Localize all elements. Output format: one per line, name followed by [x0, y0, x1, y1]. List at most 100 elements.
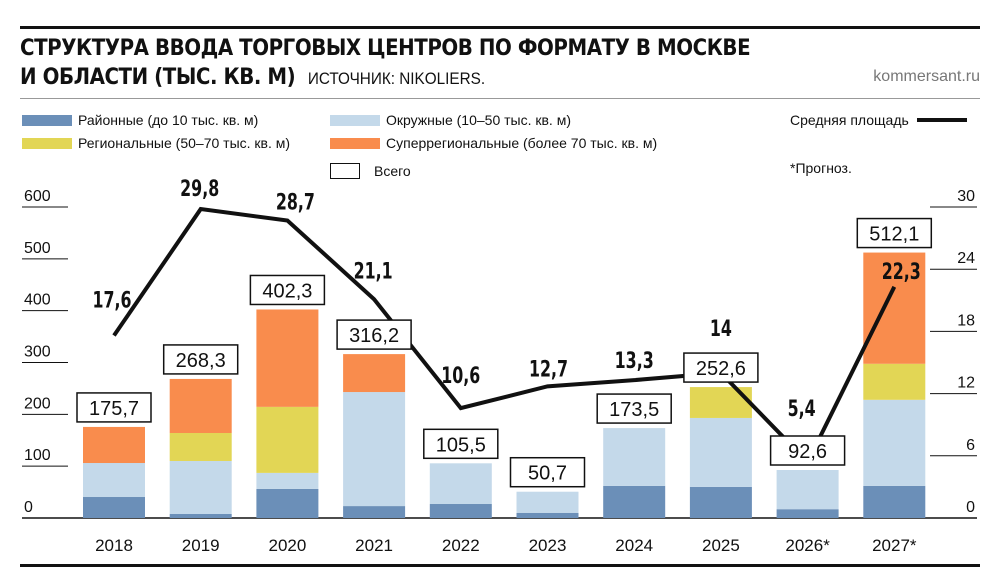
bar-segment	[776, 470, 839, 510]
avg-area-label: 21,1	[354, 258, 393, 284]
bar-segment	[689, 387, 752, 418]
bar-segment	[169, 432, 232, 461]
total-label: 268,3	[176, 350, 226, 372]
x-tick-label: 2020	[268, 536, 306, 555]
bar-segment	[863, 363, 926, 400]
title-line-2: И ОБЛАСТИ (ТЫС. КВ. М)	[20, 65, 296, 90]
bar-segment	[256, 472, 319, 489]
bar-segment	[603, 428, 666, 486]
legend-okr: Окружные (10–50 тыс. кв. м)	[330, 112, 571, 128]
bar-segment	[429, 504, 492, 518]
avg-area-label: 14	[710, 315, 732, 341]
x-tick-label: 2025	[702, 536, 740, 555]
bar-segment	[343, 392, 406, 507]
total-label: 105,5	[436, 434, 486, 456]
total-label-box	[509, 456, 586, 488]
bar-segment	[169, 378, 232, 433]
right-tick-label: 30	[957, 188, 975, 205]
avg-area-label: 22,3	[882, 258, 921, 284]
legend-swatch	[330, 137, 380, 149]
x-tick-label: 2023	[529, 536, 567, 555]
bar-segment	[863, 399, 926, 486]
chart-title: СТРУКТУРА ВВОДА ТОРГОВЫХ ЦЕНТРОВ ПО ФОРМ…	[20, 34, 751, 93]
bar-segment	[516, 491, 579, 513]
right-tick-label: 12	[957, 375, 975, 392]
bar-segment	[863, 252, 926, 364]
legend-regional: Региональные (50–70 тыс. кв. м)	[22, 135, 290, 151]
bar-segment	[689, 417, 752, 487]
top-rule	[20, 26, 980, 29]
bar-segment	[516, 512, 579, 518]
avg-area-label: 5,4	[788, 395, 816, 421]
x-tick-label: 2022	[442, 536, 480, 555]
total-label: 92,6	[788, 441, 827, 463]
total-label-box	[683, 352, 759, 383]
right-tick-label: 0	[966, 499, 975, 516]
total-label: 316,2	[349, 325, 399, 347]
total-label: 402,3	[262, 280, 312, 302]
legend-swatch	[22, 114, 72, 126]
total-label: 173,5	[609, 399, 659, 421]
total-label-box	[249, 274, 326, 306]
forecast-note: *Прогноз.	[790, 160, 852, 176]
avg-area-label: 12,7	[529, 356, 568, 382]
x-tick-label: 2019	[182, 536, 220, 555]
left-tick-label: 400	[24, 292, 51, 309]
left-tick-label: 600	[24, 188, 51, 205]
legend-swatch	[330, 114, 380, 126]
bar-segment	[603, 485, 666, 518]
left-tick-label: 300	[24, 344, 51, 361]
total-label-box	[336, 319, 412, 350]
bar-segment	[83, 426, 145, 464]
x-tick-label: 2027*	[872, 536, 917, 555]
legend-label: Средняя площадь	[790, 112, 909, 128]
bottom-rule	[20, 564, 980, 567]
bar-segment	[169, 514, 232, 518]
x-tick-label: 2026*	[785, 536, 830, 555]
bar-segment	[256, 406, 319, 473]
legend-total: Всего	[320, 163, 411, 179]
total-label: 175,7	[89, 398, 139, 420]
title-line-1: СТРУКТУРА ВВОДА ТОРГОВЫХ ЦЕНТРОВ ПО ФОРМ…	[20, 36, 751, 61]
legend-district: Районные (до 10 тыс. кв. м)	[22, 112, 258, 128]
avg-area-label: 10,6	[441, 362, 480, 388]
right-tick-label: 6	[966, 437, 975, 454]
divider	[20, 98, 980, 99]
bar-segment	[689, 486, 752, 518]
bar-segment	[429, 463, 492, 505]
legend-label: Региональные (50–70 тыс. кв. м)	[78, 135, 291, 151]
legend-label: Районные (до 10 тыс. кв. м)	[78, 112, 259, 128]
source: ИСТОЧНИК: NIKOLIERS.	[307, 69, 486, 88]
total-label-box	[769, 435, 846, 466]
x-tick-label: 2021	[355, 536, 393, 555]
bar-segment	[83, 463, 145, 498]
legend-box	[330, 163, 360, 179]
avg-area-line	[112, 206, 897, 466]
right-tick-label: 18	[957, 312, 975, 329]
legend-label: Всего	[374, 163, 411, 179]
site-name: kommersant.ru	[873, 68, 980, 85]
bar-segment	[343, 354, 406, 393]
bar-segment	[83, 497, 145, 518]
legend-label: Окружные (10–50 тыс. кв. м)	[386, 112, 572, 128]
legend-avg: Средняя площадь	[790, 112, 967, 128]
bar-segment	[343, 506, 406, 518]
bar-segment	[256, 309, 319, 407]
total-label-box	[596, 393, 672, 424]
total-label-box	[856, 217, 933, 249]
total-label-box	[423, 428, 499, 460]
legend-swatch	[22, 137, 72, 149]
avg-area-label: 28,7	[276, 189, 315, 215]
legend-label: Суперрегиональные (более 70 тыс. кв. м)	[386, 135, 658, 151]
total-label-box	[76, 392, 152, 423]
avg-area-label: 17,6	[92, 287, 131, 313]
left-tick-label: 200	[24, 395, 51, 412]
left-tick-label: 500	[24, 240, 51, 257]
legend-super: Суперрегиональные (более 70 тыс. кв. м)	[330, 135, 657, 151]
total-label: 50,7	[528, 463, 567, 485]
avg-area-label: 29,8	[180, 175, 219, 201]
total-label: 252,6	[696, 358, 746, 380]
avg-area-label: 13,3	[615, 347, 654, 373]
